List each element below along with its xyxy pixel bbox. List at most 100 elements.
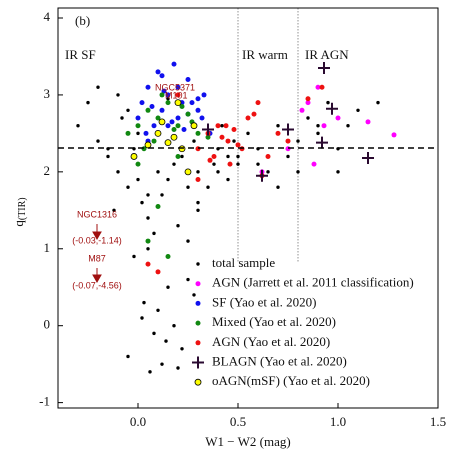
point — [192, 293, 196, 297]
point — [126, 108, 130, 113]
point — [305, 96, 311, 102]
point — [305, 100, 311, 106]
point — [196, 170, 200, 174]
point — [175, 153, 181, 159]
point — [316, 131, 320, 136]
annotation: M101 — [165, 90, 188, 100]
point — [174, 99, 182, 107]
point — [220, 123, 224, 128]
point — [326, 100, 330, 105]
point — [231, 127, 237, 133]
legend-label: Mixed (Yao et al. 2020) — [212, 314, 336, 329]
point — [159, 73, 165, 79]
x-tick-label: 1.0 — [330, 414, 346, 429]
point — [126, 354, 130, 359]
point — [321, 123, 327, 129]
point — [136, 177, 140, 182]
point — [346, 123, 350, 128]
y-tick-label: 1 — [44, 240, 51, 255]
point — [251, 111, 257, 117]
point — [125, 130, 131, 136]
point — [179, 103, 185, 109]
point — [199, 115, 205, 121]
point — [202, 123, 214, 136]
point-cross — [256, 169, 268, 182]
x-tick-label: 1.5 — [430, 414, 446, 429]
point — [158, 118, 166, 126]
point — [145, 107, 151, 113]
point — [96, 139, 100, 143]
arrow-head — [92, 274, 102, 284]
point-cross — [326, 102, 338, 115]
legend-marker — [196, 262, 200, 266]
upper-limit-arrows — [92, 224, 102, 284]
point — [172, 162, 176, 166]
point — [282, 123, 294, 136]
point — [236, 162, 240, 166]
plot-frame — [57, 7, 439, 409]
point — [186, 277, 190, 282]
point — [139, 100, 145, 106]
point — [120, 116, 124, 120]
legend-label: BLAGN (Yao et al. 2020) — [212, 353, 347, 368]
point — [166, 285, 170, 289]
point — [212, 162, 216, 166]
point — [186, 185, 190, 189]
point — [145, 238, 151, 244]
point — [335, 115, 341, 121]
point — [159, 107, 165, 113]
point-cross — [282, 123, 294, 136]
point — [161, 88, 167, 94]
point — [175, 84, 181, 90]
point — [169, 119, 175, 125]
point — [145, 261, 151, 267]
point — [166, 97, 170, 101]
point — [365, 119, 371, 125]
point-cross — [362, 152, 374, 164]
point — [176, 366, 180, 370]
point — [206, 185, 210, 189]
arrow-head — [92, 231, 102, 241]
y-tick-label: 2 — [44, 163, 51, 178]
point — [146, 216, 150, 220]
y-axis-label-sub: (TIR) — [17, 197, 28, 220]
annotation: NGC1316 — [77, 209, 117, 219]
point — [216, 170, 220, 174]
point — [316, 123, 320, 128]
annotation: M87 — [88, 253, 106, 263]
point — [175, 92, 181, 98]
point — [166, 177, 170, 182]
point — [266, 170, 270, 174]
point — [151, 123, 157, 129]
point — [318, 62, 330, 74]
point — [223, 123, 229, 129]
point — [225, 138, 231, 144]
point — [155, 69, 161, 75]
point — [175, 123, 181, 129]
point — [181, 127, 187, 133]
point — [171, 61, 177, 67]
point — [160, 193, 164, 197]
legend-marker — [194, 378, 202, 386]
point — [156, 308, 160, 313]
point — [201, 92, 207, 98]
y-tick-label: 0 — [44, 317, 51, 332]
point — [255, 100, 261, 106]
point — [116, 93, 120, 97]
point — [356, 108, 360, 113]
point — [156, 170, 160, 174]
point — [135, 161, 141, 167]
point — [143, 130, 149, 136]
point — [315, 84, 321, 90]
point — [336, 170, 340, 174]
point — [246, 131, 250, 136]
y-tick-label: 3 — [44, 86, 51, 101]
point — [132, 254, 136, 259]
point — [211, 153, 217, 159]
point — [265, 153, 271, 159]
point — [145, 84, 151, 90]
annotation: NGC5371 — [155, 82, 195, 92]
point — [176, 223, 180, 228]
point — [256, 169, 268, 182]
